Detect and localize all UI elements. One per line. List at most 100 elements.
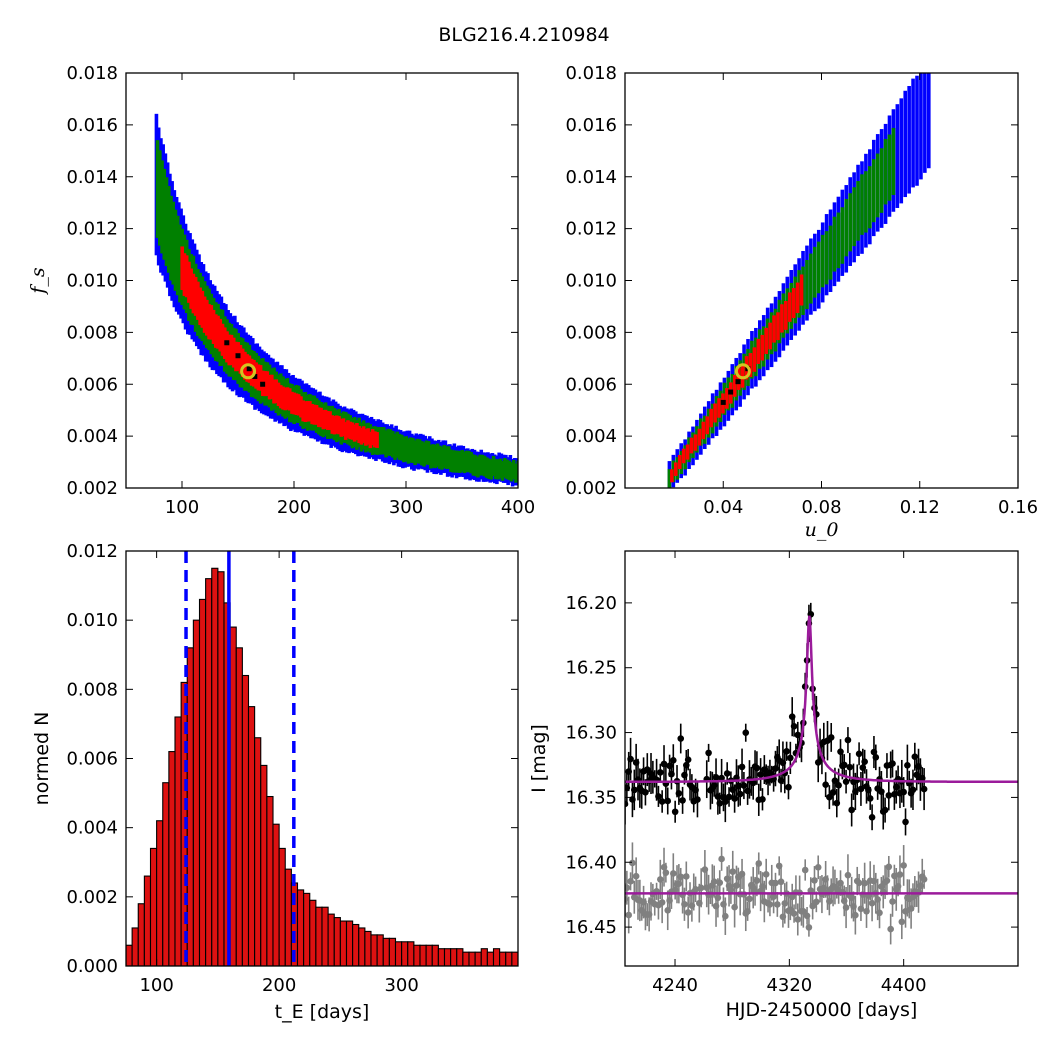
band-cell-2-sigma: [455, 450, 460, 473]
band-cell-2-sigma: [384, 430, 388, 458]
band-cell-1-sigma: [211, 309, 216, 344]
band-cell-2-sigma: [458, 451, 462, 473]
band-cell-2-sigma: [415, 438, 420, 464]
band-cell-2-sigma: [166, 186, 171, 273]
data-point: [887, 925, 894, 933]
y-tick-label: 0.002: [66, 478, 118, 499]
band-cell-2-sigma: [417, 439, 422, 464]
x-tick-label: 0.16: [998, 497, 1038, 518]
histogram-bar: [407, 941, 415, 966]
data-point: [740, 782, 748, 789]
band-cell-1-sigma: [736, 367, 741, 390]
band-cell-1-sigma: [366, 428, 370, 445]
band-cell-2-sigma: [832, 216, 837, 272]
band-cell-1-sigma: [697, 428, 702, 446]
y-tick-label: 16.45: [565, 917, 617, 938]
band-cell-1-sigma: [705, 416, 710, 435]
band-cell-3-sigma: [903, 90, 908, 198]
x-tick-label: 4240: [652, 975, 698, 996]
histogram-bar: [156, 820, 164, 966]
band-cell-1-sigma: [323, 409, 328, 429]
histogram-bar: [229, 626, 237, 966]
data-point: [889, 898, 896, 905]
histogram-bar: [211, 567, 219, 966]
histogram-bar: [443, 948, 452, 966]
data-point: [716, 799, 724, 807]
histogram-bar: [370, 934, 378, 966]
best-fit-marker: [734, 363, 751, 380]
band-cell-2-sigma: [476, 456, 480, 478]
band-cell-2-sigma: [860, 174, 864, 235]
band-cell-2-sigma: [429, 444, 433, 469]
data-point: [889, 760, 896, 767]
band-cell-1-sigma: [346, 420, 350, 438]
band-cell-2-sigma: [482, 455, 487, 477]
data-point: [803, 912, 811, 920]
data-point: [729, 868, 737, 875]
band-cell-1-sigma: [231, 337, 236, 368]
band-cell-1-sigma: [328, 411, 332, 431]
data-point: [714, 894, 722, 902]
band-cell-1-sigma: [701, 421, 706, 440]
data-point: [868, 899, 876, 907]
x-tick-label: 4400: [881, 975, 927, 996]
plot-area: [126, 551, 518, 966]
band-cell-1-sigma: [685, 444, 690, 460]
plot-area: [154, 113, 518, 487]
band-cell-2-sigma: [155, 140, 160, 238]
panel-fs-vs-u0: 0.04 0.08 0.12 0.16 0.002 0.004 0.006 0.008 0.01…: [565, 63, 1038, 541]
data-point: [658, 798, 666, 805]
band-cell-1-sigma: [193, 276, 198, 316]
band-cell-1-sigma: [334, 415, 339, 434]
band-cell-2-sigma: [469, 452, 473, 474]
histogram-bar: [205, 578, 213, 966]
data-point: [766, 901, 774, 908]
data-point: [629, 859, 636, 867]
black-point: [735, 379, 741, 385]
band-cell-2-sigma: [460, 450, 464, 472]
y-tick-label: 0.018: [565, 63, 617, 84]
y-axis-label: I [mag]: [528, 724, 550, 793]
band-cell-1-sigma: [184, 255, 189, 298]
band-cell-2-sigma: [514, 463, 518, 483]
band-cell-2-sigma: [453, 450, 458, 473]
histogram-bar: [137, 903, 145, 966]
data-point: [885, 863, 893, 871]
data-point: [772, 879, 779, 887]
band-cell-1-sigma: [689, 437, 694, 454]
band-cell-2-sigma: [471, 454, 476, 476]
band-cell-1-sigma: [256, 364, 261, 391]
data-point: [664, 797, 672, 805]
histogram-bar: [327, 913, 335, 966]
band-cell-1-sigma: [308, 401, 312, 422]
band-cell-1-sigma: [326, 411, 330, 430]
data-point: [694, 796, 701, 803]
band-cell-1-sigma: [180, 246, 184, 291]
band-cell-2-sigma: [840, 207, 845, 264]
histogram-bar: [254, 737, 262, 966]
band-cell-1-sigma: [752, 347, 757, 372]
band-cell-1-sigma: [296, 394, 301, 416]
band-cell-1-sigma: [795, 282, 800, 314]
band-cell-1-sigma: [337, 416, 341, 435]
y-tick-label: 16.35: [565, 787, 617, 808]
y-tick-label: 0.016: [66, 115, 118, 136]
band-cell-1-sigma: [281, 386, 285, 410]
histogram-bar: [131, 927, 139, 966]
data-point: [679, 797, 686, 804]
band-cell-1-sigma: [709, 408, 713, 428]
band-cell-2-sigma: [169, 195, 173, 281]
band-cell-2-sigma: [516, 460, 518, 480]
histogram-bar: [241, 674, 250, 966]
y-tick-label: 16.40: [565, 852, 617, 873]
data-point: [900, 788, 907, 796]
band-cell-1-sigma: [274, 379, 279, 404]
black-point: [235, 353, 241, 359]
band-cell-1-sigma: [355, 423, 359, 441]
band-cell-1-sigma: [205, 299, 209, 336]
data-point: [736, 790, 744, 798]
band-cell-1-sigma: [670, 469, 674, 483]
data-point: [813, 898, 820, 906]
y-tick-label: 0.018: [66, 63, 118, 84]
band-cell-1-sigma: [238, 345, 243, 374]
